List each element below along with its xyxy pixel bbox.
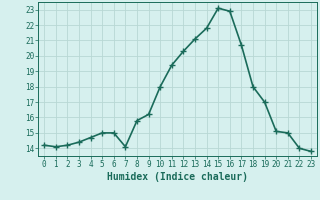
X-axis label: Humidex (Indice chaleur): Humidex (Indice chaleur) — [107, 172, 248, 182]
